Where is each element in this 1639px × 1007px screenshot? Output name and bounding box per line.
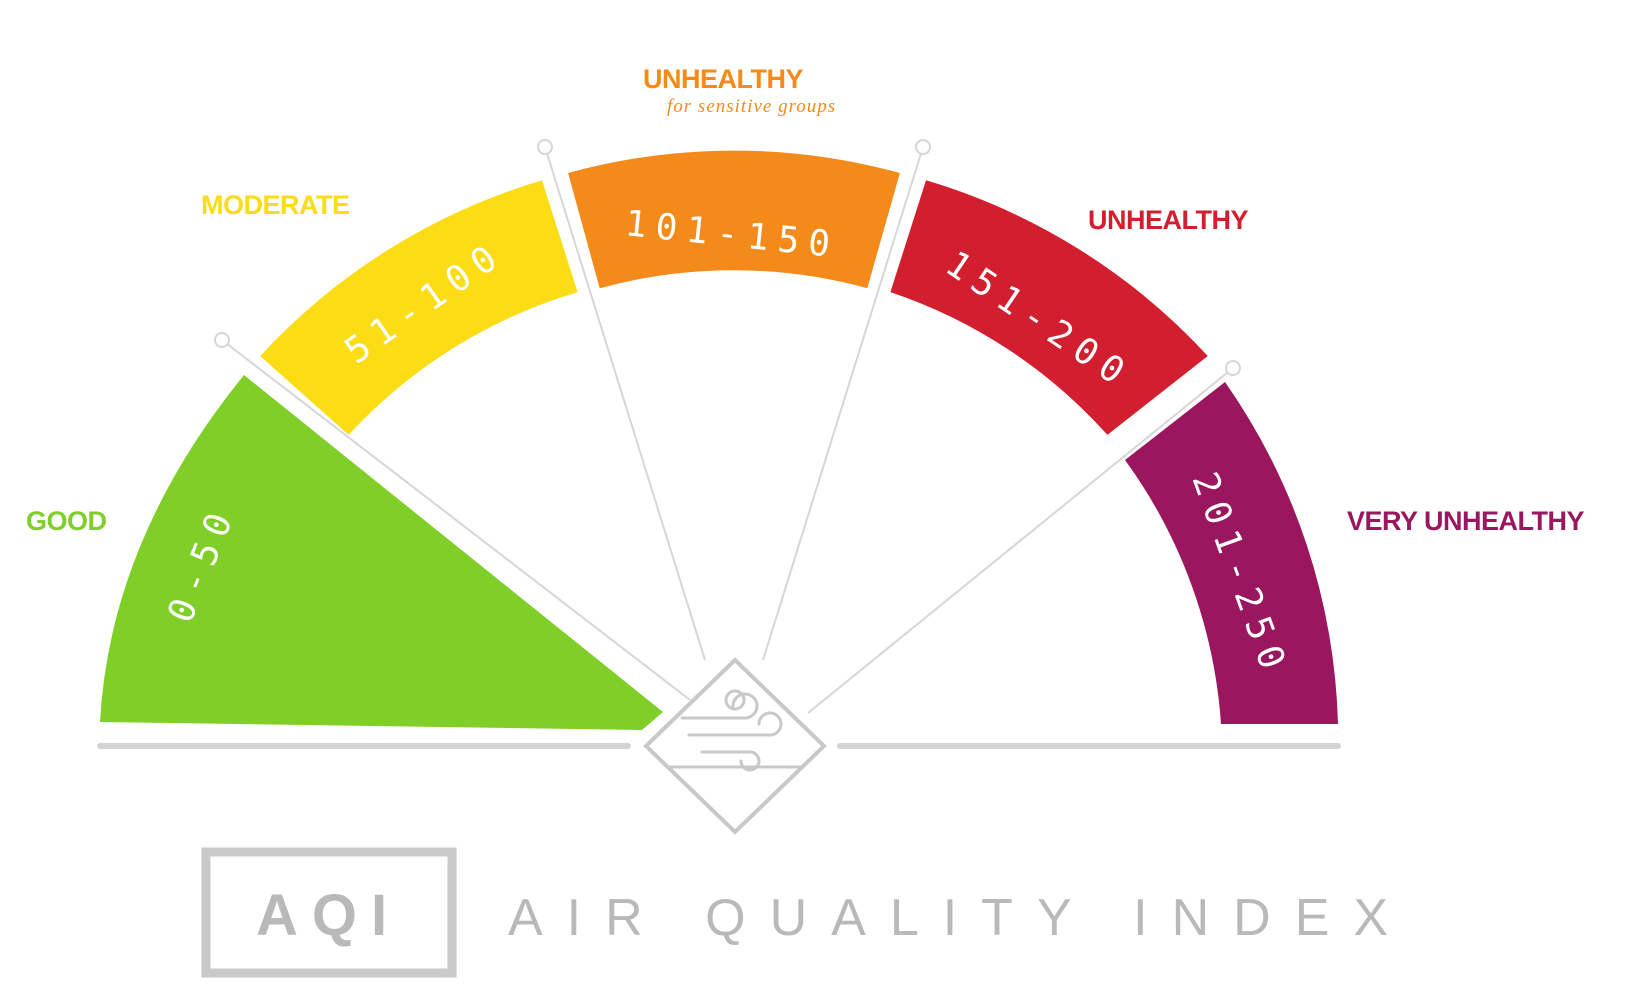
segment-unhealthy-sensitive-arc	[568, 150, 900, 289]
segment-moderate-arc	[260, 180, 578, 435]
aqi-badge: AQI	[201, 847, 457, 978]
segment-very-unhealthy-arc	[1125, 382, 1338, 724]
category-label-unhealthy-sensitive: UNHEALTHY	[643, 64, 803, 94]
category-sublabel-sensitive-groups: for sensitive groups	[667, 96, 836, 117]
category-label-moderate: MODERATE	[201, 190, 350, 220]
category-label-very-unhealthy: VERY UNHEALTHY	[1347, 506, 1585, 536]
category-label-good: GOOD	[26, 506, 107, 536]
svg-text:AQI: AQI	[256, 883, 401, 948]
pointer-lines	[214, 139, 1241, 714]
page-title: AIR QUALITY INDEX	[508, 889, 1412, 947]
segment-unhealthy-arc	[890, 180, 1208, 435]
wind-icon	[643, 657, 827, 835]
category-label-unhealthy: UNHEALTHY	[1088, 205, 1248, 235]
segment-good-wedge	[100, 375, 663, 730]
